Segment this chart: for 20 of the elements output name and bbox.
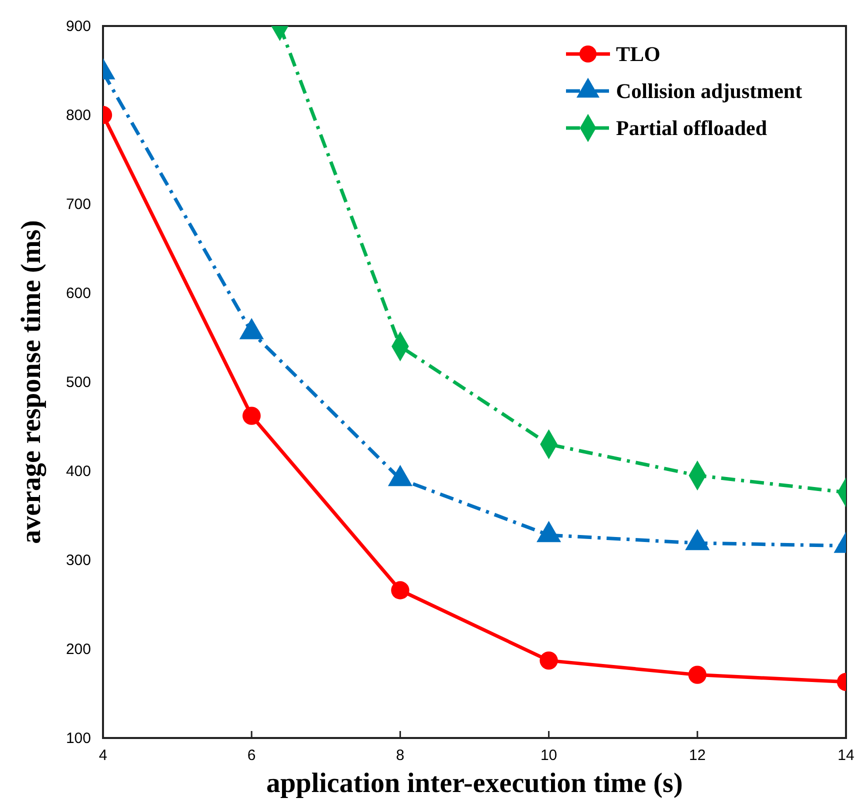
y-axis-title: average response time (ms) [16, 220, 47, 544]
y-tick-label: 500 [66, 374, 91, 391]
y-tick-label: 400 [66, 463, 91, 480]
legend-label: Partial offloaded [616, 116, 768, 140]
x-tick-label: 8 [396, 747, 404, 764]
x-tick-label: 4 [98, 747, 108, 764]
y-tick-label: 200 [66, 641, 91, 658]
x-tick-label: 10 [540, 747, 558, 764]
x-tick-label: 6 [247, 747, 256, 764]
legend-label: TLO [616, 42, 660, 66]
y-tick-label: 800 [66, 107, 91, 124]
legend-label: Collision adjustment [616, 79, 802, 103]
x-tick-label: 14 [838, 747, 854, 764]
x-tick-label: 12 [689, 747, 706, 764]
y-tick-label: 100 [66, 730, 91, 747]
y-tick-label: 600 [66, 285, 91, 302]
x-axis-title: application inter-execution time (s) [266, 768, 683, 799]
y-tick-label: 300 [66, 552, 91, 569]
y-tick-label: 700 [66, 196, 91, 213]
y-tick-label: 900 [66, 18, 91, 35]
